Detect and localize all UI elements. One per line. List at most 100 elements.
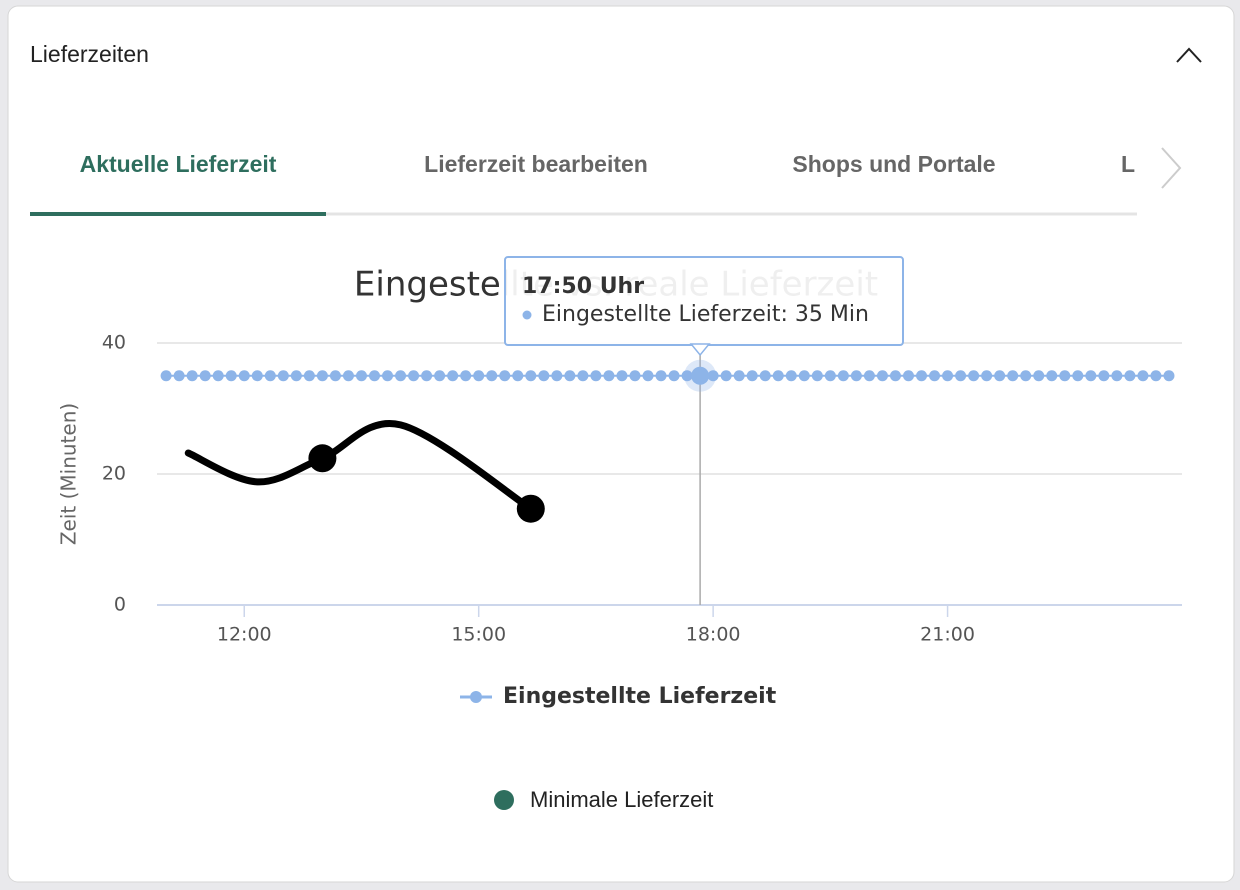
point <box>264 370 276 382</box>
point <box>590 370 602 382</box>
legend-label: Minimale Lieferzeit <box>530 787 713 812</box>
point <box>642 370 654 382</box>
y-axis-label: Zeit (Minuten) <box>57 403 81 545</box>
point <box>681 370 693 382</box>
point <box>486 370 498 382</box>
point <box>850 370 862 382</box>
tab[interactable]: Aktuelle Lieferzeit <box>80 151 277 177</box>
tab[interactable]: Lieferzeit bearbeiten <box>424 151 648 177</box>
point <box>876 370 888 382</box>
point <box>421 370 433 382</box>
point <box>355 370 367 382</box>
collapse-button[interactable] <box>1176 47 1202 63</box>
point <box>308 444 337 473</box>
point <box>434 370 446 382</box>
point <box>564 370 576 382</box>
tooltip-title: 17:50 Uhr <box>522 274 644 299</box>
point <box>551 370 563 382</box>
point <box>173 370 185 382</box>
point <box>1098 370 1110 382</box>
card-title: Lieferzeiten <box>30 41 149 67</box>
point <box>186 370 198 382</box>
point <box>1020 370 1032 382</box>
tooltip-pointer <box>689 343 711 357</box>
legend-symbol <box>494 790 514 810</box>
point <box>616 370 628 382</box>
point <box>447 370 459 382</box>
point <box>929 370 941 382</box>
point <box>303 370 315 382</box>
point <box>1163 370 1175 382</box>
point <box>1033 370 1045 382</box>
point <box>460 370 472 382</box>
point <box>994 370 1006 382</box>
point <box>225 370 237 382</box>
point <box>251 370 263 382</box>
point <box>499 370 511 382</box>
tab[interactable]: Shops und Portale <box>792 151 995 177</box>
point <box>290 370 302 382</box>
point <box>772 370 784 382</box>
point <box>603 370 615 382</box>
point <box>342 370 354 382</box>
point <box>1124 370 1136 382</box>
point <box>382 370 394 382</box>
point <box>538 370 550 382</box>
card <box>7 5 1235 883</box>
point <box>942 370 954 382</box>
point <box>837 370 849 382</box>
legend-label: Eingestellte Lieferzeit <box>503 684 777 709</box>
point <box>369 370 381 382</box>
point <box>408 370 420 382</box>
point <box>199 370 211 382</box>
point <box>707 370 719 382</box>
point <box>691 366 710 385</box>
point <box>655 370 667 382</box>
point <box>746 370 758 382</box>
point <box>981 370 993 382</box>
x-tick-label: 21:00 <box>920 624 975 646</box>
point <box>824 370 836 382</box>
y-tick-label: 0 <box>114 594 126 616</box>
point <box>720 370 732 382</box>
point <box>902 370 914 382</box>
point <box>238 370 250 382</box>
point <box>785 370 797 382</box>
point <box>160 370 172 382</box>
point <box>668 370 680 382</box>
point <box>916 370 928 382</box>
point <box>277 370 289 382</box>
point <box>1085 370 1097 382</box>
tab[interactable]: L <box>1121 151 1135 177</box>
point <box>1150 370 1162 382</box>
point <box>516 494 545 523</box>
y-tick-label: 20 <box>102 463 126 485</box>
point <box>811 370 823 382</box>
x-tick-label: 12:00 <box>217 624 272 646</box>
point <box>889 370 901 382</box>
x-tick-label: 18:00 <box>686 624 741 646</box>
point <box>798 370 810 382</box>
tooltip-text: Eingestellte Lieferzeit: 35 Min <box>542 302 869 327</box>
point <box>395 370 407 382</box>
point <box>863 370 875 382</box>
tab-scroll-right[interactable] <box>1161 147 1182 189</box>
tooltip <box>504 256 904 346</box>
legend-symbol <box>470 691 482 703</box>
point <box>473 370 485 382</box>
point <box>577 370 589 382</box>
point <box>1137 370 1149 382</box>
point <box>629 370 641 382</box>
point <box>525 370 537 382</box>
point <box>212 370 224 382</box>
point <box>316 370 328 382</box>
point <box>733 370 745 382</box>
point <box>1111 370 1123 382</box>
y-tick-label: 40 <box>102 332 126 354</box>
tooltip-symbol <box>522 310 532 320</box>
point <box>1046 370 1058 382</box>
point <box>329 370 341 382</box>
point <box>1059 370 1071 382</box>
